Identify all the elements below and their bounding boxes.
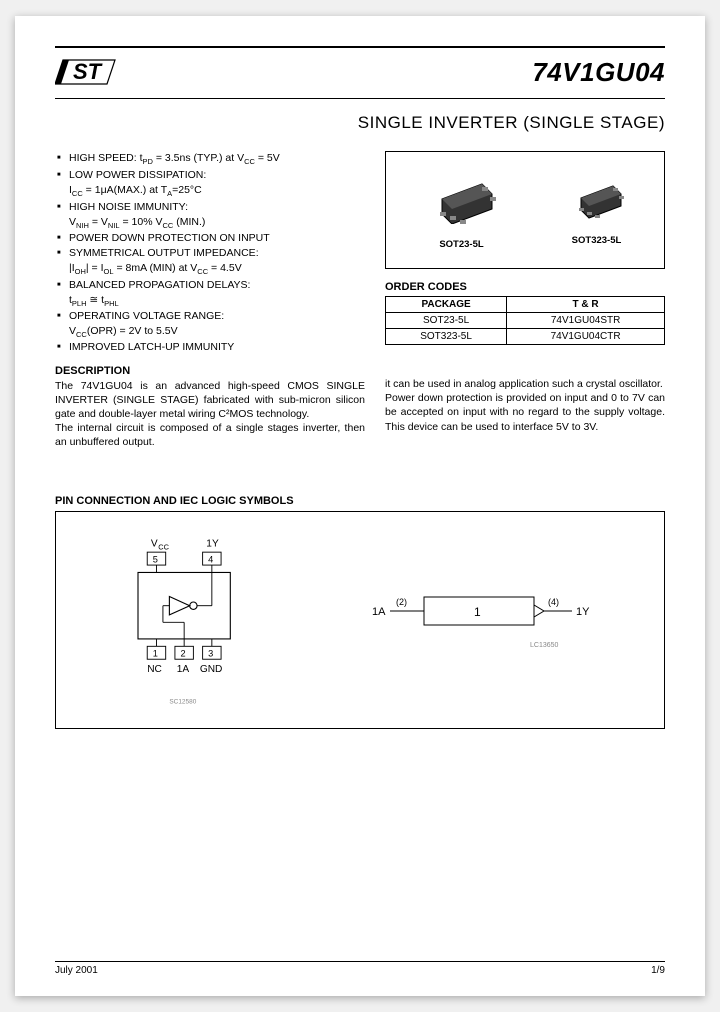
feature-item: OPERATING VOLTAGE RANGE: [55,309,365,323]
table-cell: 74V1GU04STR [507,313,665,329]
feature-item: POWER DOWN PROTECTION ON INPUT [55,231,365,245]
feature-subtext: VCC(OPR) = 2V to 5.5V [55,324,365,340]
table-header: T & R [507,297,665,313]
order-codes-table: PACKAGET & R SOT23-5L74V1GU04STRSOT323-5… [385,296,665,345]
svg-text:ST: ST [73,59,103,84]
st-logo: ST [55,52,127,92]
svg-text:(4): (4) [548,597,559,607]
svg-text:1: 1 [153,649,158,659]
svg-text:NC: NC [147,665,162,676]
table-row: SOT23-5L74V1GU04STR [386,313,665,329]
table-cell: SOT323-5L [386,329,507,345]
feature-item: IMPROVED LATCH-UP IMMUNITY [55,340,365,354]
description-heading: DESCRIPTION [55,365,365,377]
features-list: HIGH SPEED: tPD = 3.5ns (TYP.) at VCC = … [55,151,365,355]
svg-text:LC13650: LC13650 [530,642,559,649]
footer-rule [55,961,665,962]
table-cell: SOT23-5L [386,313,507,329]
order-codes-heading: ORDER CODES [385,281,665,293]
pin-connection-diagram: V CC 1Y 5 4 [86,530,286,710]
svg-text:2: 2 [180,649,185,659]
pin-diagram-box: V CC 1Y 5 4 [55,511,665,729]
table-cell: 74V1GU04CTR [507,329,665,345]
pin-section-heading: PIN CONNECTION AND IEC LOGIC SYMBOLS [55,495,665,507]
svg-text:(2): (2) [396,597,407,607]
feature-item: BALANCED PROPAGATION DELAYS: [55,278,365,292]
package-sot323: SOT323-5L [565,178,629,246]
feature-subtext: ICC = 1μA(MAX.) at TA=25°C [55,183,365,199]
table-row: SOT323-5L74V1GU04CTR [386,329,665,345]
feature-item: SYMMETRICAL OUTPUT IMPEDANCE: [55,246,365,260]
package-sot23: SOT23-5L [422,174,502,250]
feature-item: HIGH NOISE IMMUNITY: [55,200,365,214]
package-label-2: SOT323-5L [565,235,629,246]
right-column: SOT23-5L SOT323-5L [385,151,665,449]
svg-text:GND: GND [200,665,223,676]
description-right: it can be used in analog application suc… [385,377,665,434]
footer-page: 1/9 [651,965,665,976]
datasheet-page: ST 74V1GU04 SINGLE INVERTER (SINGLE STAG… [15,16,705,996]
svg-text:V: V [151,539,158,550]
svg-text:SC12580: SC12580 [169,699,196,706]
svg-text:CC: CC [158,543,169,552]
svg-text:1A: 1A [372,606,386,618]
feature-subtext: |IOH| = IOL = 8mA (MIN) at VCC = 4.5V [55,261,365,277]
mid-rule [55,98,665,99]
left-column: HIGH SPEED: tPD = 3.5ns (TYP.) at VCC = … [55,151,365,449]
feature-subtext: tPLH ≅ tPHL [55,293,365,309]
svg-text:4: 4 [208,555,213,565]
package-box: SOT23-5L SOT323-5L [385,151,665,269]
page-footer: July 2001 1/9 [55,961,665,976]
footer-date: July 2001 [55,965,98,976]
svg-text:1Y: 1Y [576,606,590,618]
svg-text:3: 3 [208,649,213,659]
part-number: 74V1GU04 [532,57,665,88]
svg-text:1Y: 1Y [206,539,219,550]
svg-text:1: 1 [474,605,481,619]
feature-item: LOW POWER DISSIPATION: [55,168,365,182]
description-left: The 74V1GU04 is an advanced high-speed C… [55,379,365,450]
svg-text:5: 5 [153,555,158,565]
top-rule [55,46,665,48]
svg-text:1A: 1A [177,665,190,676]
package-label-1: SOT23-5L [422,239,502,250]
feature-item: HIGH SPEED: tPD = 3.5ns (TYP.) at VCC = … [55,151,365,167]
header-row: ST 74V1GU04 [55,52,665,92]
page-title: SINGLE INVERTER (SINGLE STAGE) [55,113,665,133]
main-columns: HIGH SPEED: tPD = 3.5ns (TYP.) at VCC = … [55,151,665,449]
feature-subtext: VNIH = VNIL = 10% VCC (MIN.) [55,215,365,231]
table-header: PACKAGE [386,297,507,313]
iec-logic-symbol: 1A (2) 1 (4) 1Y LC13650 [366,580,596,660]
